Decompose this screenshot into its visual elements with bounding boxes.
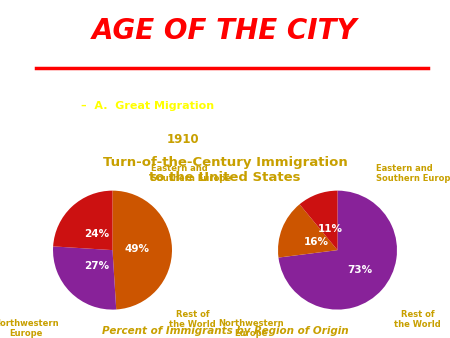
Text: Northwestern
Europe: Northwestern Europe xyxy=(0,318,59,338)
Wedge shape xyxy=(53,191,112,250)
Wedge shape xyxy=(278,204,338,258)
Text: Rest of
the World: Rest of the World xyxy=(170,310,216,329)
Text: 73%: 73% xyxy=(347,265,372,275)
Text: Northwestern
Europe: Northwestern Europe xyxy=(218,318,284,338)
Wedge shape xyxy=(53,246,116,310)
Text: Percent of Immigrants by Region of Origin: Percent of Immigrants by Region of Origi… xyxy=(102,326,348,336)
Text: Eastern and
Southern Europe: Eastern and Southern Europe xyxy=(151,164,231,184)
Text: Turn-of-the-Century Immigration
to the United States: Turn-of-the-Century Immigration to the U… xyxy=(103,156,347,184)
Text: •  2.  Demographics:  Old v. New Immigration: • 2. Demographics: Old v. New Immigratio… xyxy=(108,136,331,146)
Text: Rest of
the World: Rest of the World xyxy=(395,310,441,329)
Wedge shape xyxy=(279,191,397,310)
Text: 11%: 11% xyxy=(317,224,342,234)
Wedge shape xyxy=(300,191,338,250)
Text: 1910: 1910 xyxy=(166,133,199,146)
Text: 27%: 27% xyxy=(84,261,109,271)
Text: •  1.  Largest Mass Movement (1880-1921): • 1. Largest Mass Movement (1880-1921) xyxy=(108,118,318,128)
Wedge shape xyxy=(112,191,172,310)
Text: AGE OF THE CITY: AGE OF THE CITY xyxy=(92,17,358,45)
Text: 24%: 24% xyxy=(85,228,110,239)
Text: –  A.  Great Migration: – A. Great Migration xyxy=(81,101,214,111)
Text: Eastern and
Southern Europe: Eastern and Southern Europe xyxy=(376,164,450,184)
Text: 49%: 49% xyxy=(125,244,150,254)
Text: 16%: 16% xyxy=(304,237,329,247)
Text: •  I.  IMMIGRATION: • I. IMMIGRATION xyxy=(54,83,162,96)
